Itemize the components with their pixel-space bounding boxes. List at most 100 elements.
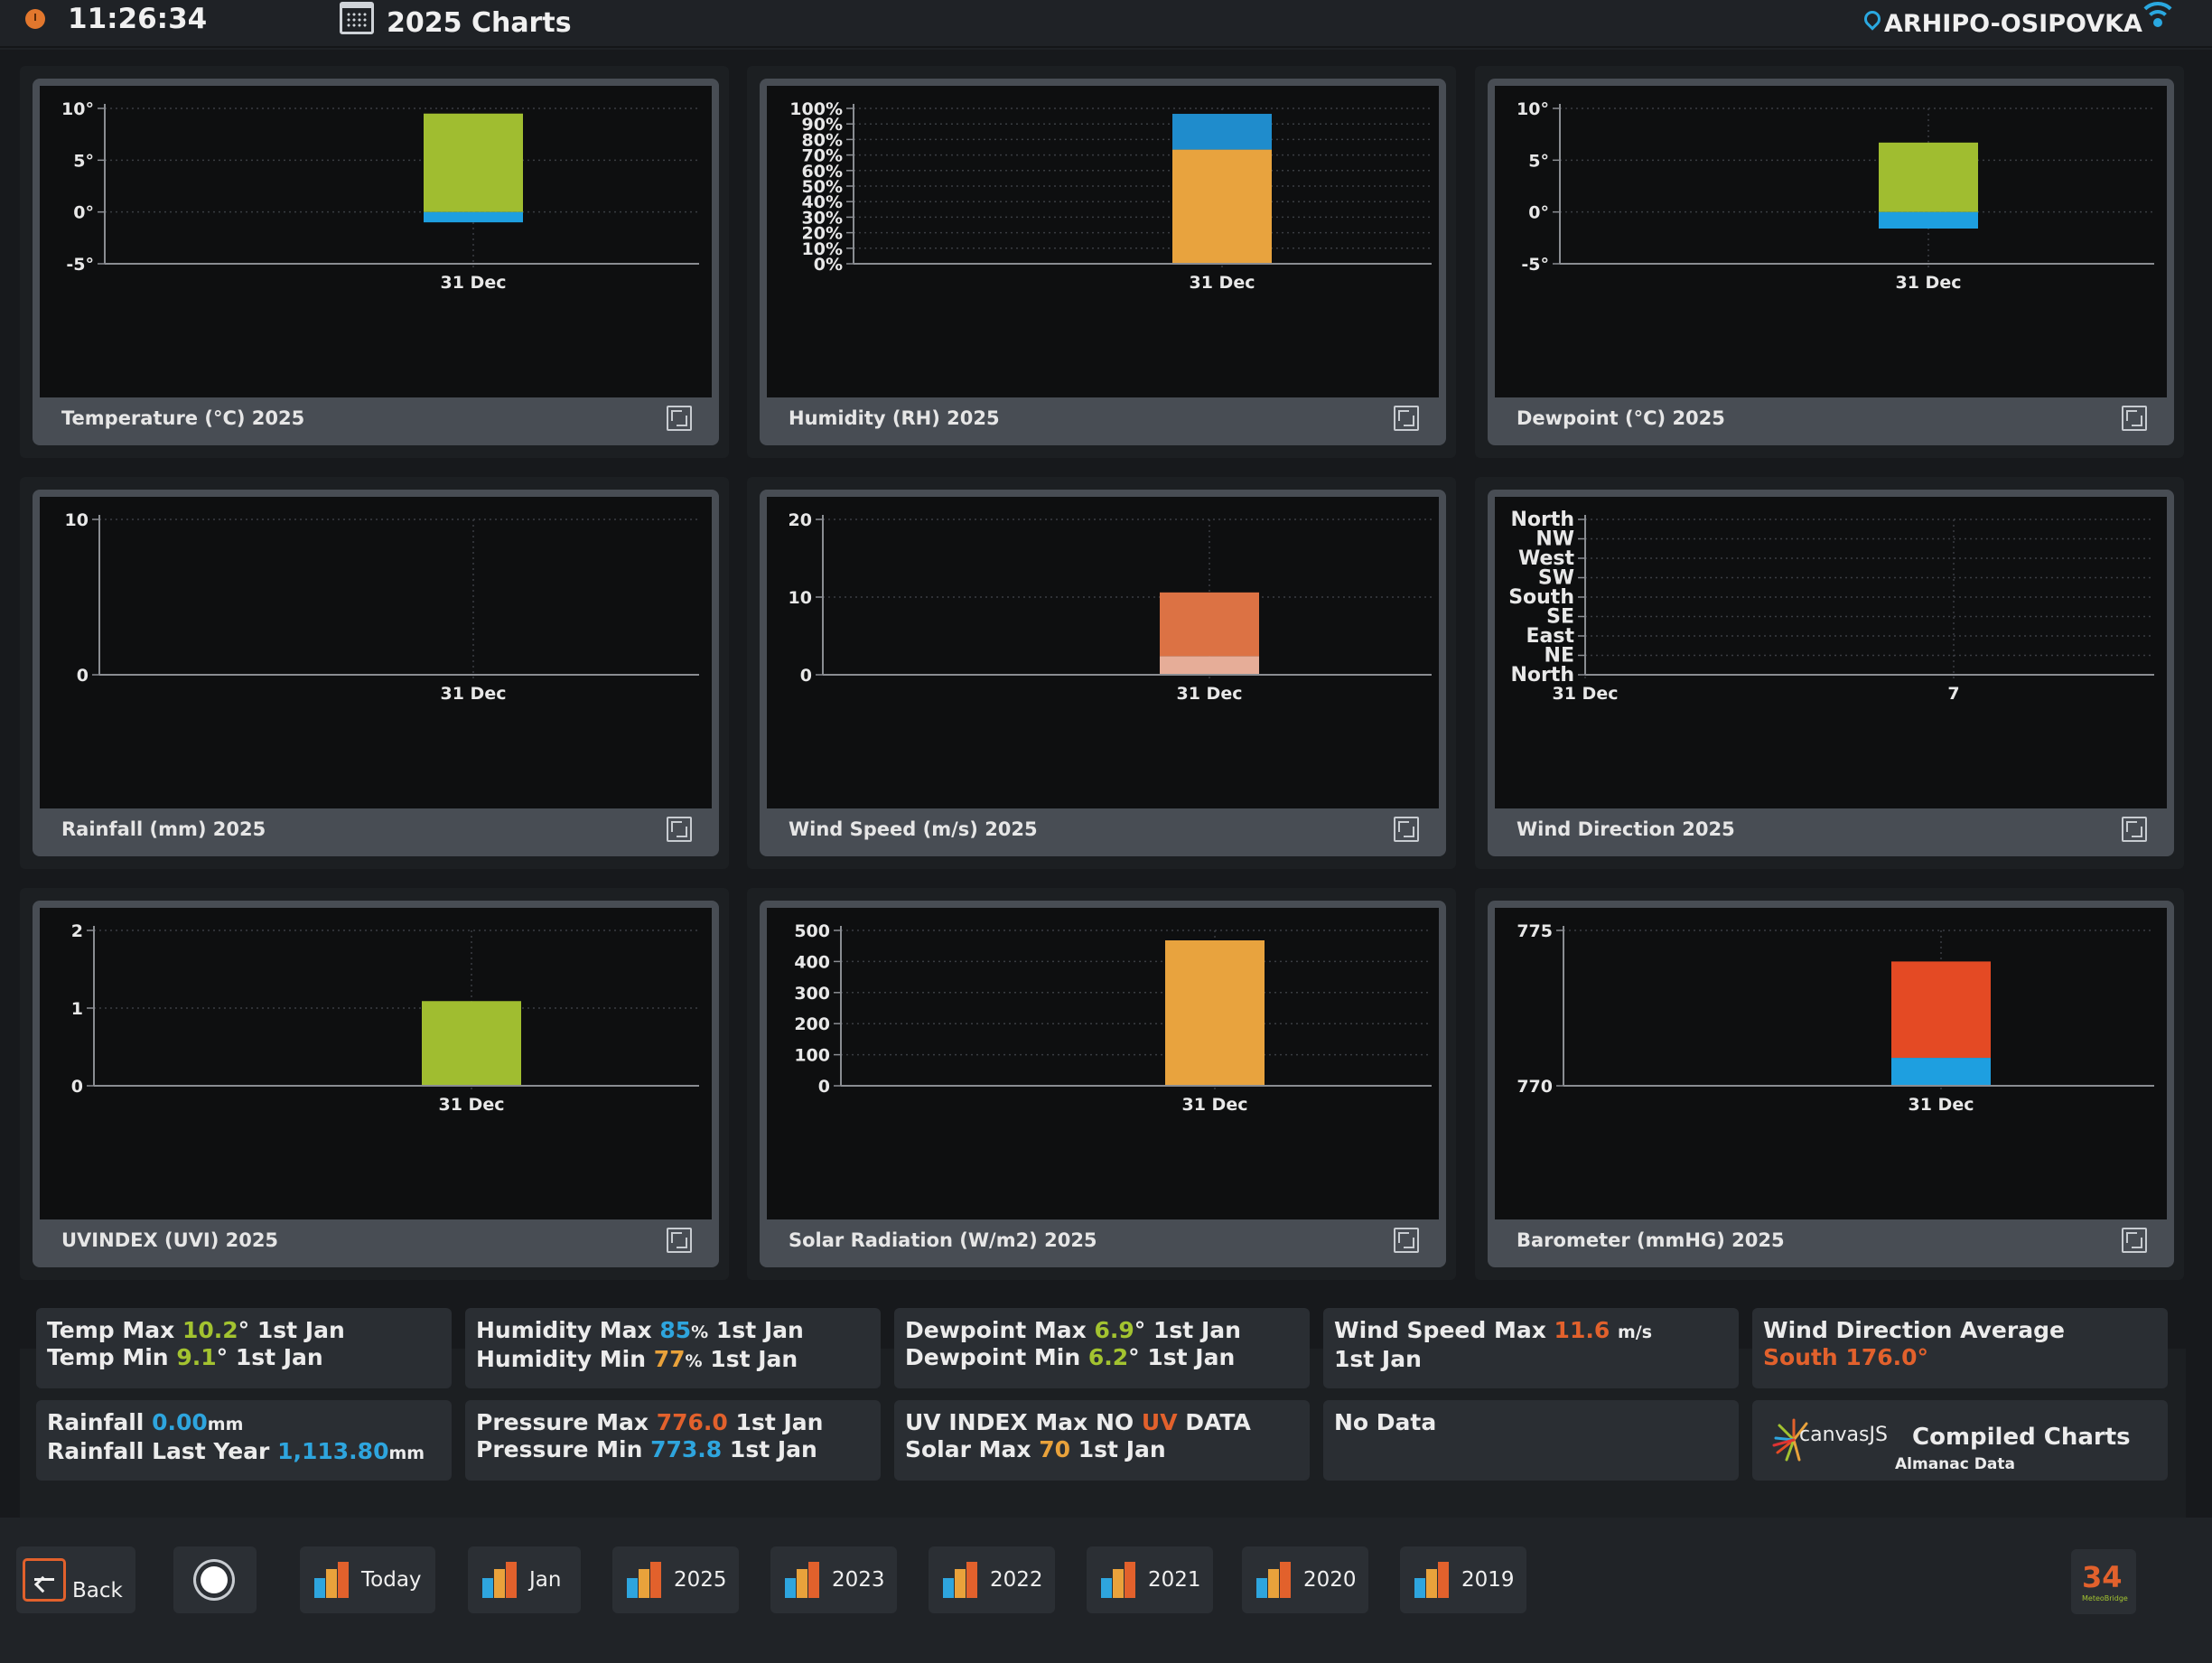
chart-svg-uvindex: 2 1 0 31 Dec	[71, 921, 699, 1115]
chart-plot-rainfall: 10 0 31 Dec	[40, 497, 712, 808]
x-tick-label: 31 Dec	[439, 1095, 505, 1115]
page-title: 2025 Charts	[387, 7, 572, 39]
bar-segment-solar-0	[1165, 940, 1265, 1086]
chart-title: Rainfall (mm) 2025	[61, 818, 266, 840]
chart-card-winddirection: North NW West SW South SE East NE North 31 Dec 7 Wi…	[1475, 477, 2184, 869]
chart-plot-dewpoint: 10° 5° 0° -5° 31 Dec	[1495, 86, 2167, 397]
y-tick-label: 10°	[61, 99, 94, 119]
nav-button-today[interactable]: Today	[300, 1546, 435, 1613]
y-tick-label: SW	[1538, 567, 1574, 590]
badge-number: 34	[2082, 1560, 2123, 1594]
y-tick-label: 500	[794, 921, 830, 941]
nav-button-label: 2022	[990, 1568, 1043, 1592]
expand-icon[interactable]	[667, 406, 692, 431]
y-tick-label: 775	[1517, 921, 1553, 941]
chart-svg-barometer: 775 770 31 Dec	[1517, 921, 2154, 1115]
y-tick-label: 20	[789, 510, 812, 530]
y-tick-label: 5°	[1528, 151, 1549, 171]
expand-icon[interactable]	[2122, 817, 2147, 842]
bar-segment-dewpoint-0	[1879, 211, 1978, 229]
meteobridge-badge[interactable]: 34 MeteoBridge	[2071, 1549, 2136, 1614]
expand-icon[interactable]	[667, 1228, 692, 1253]
x-tick-label: 31 Dec	[1182, 1095, 1248, 1115]
y-tick-label: 0°	[73, 203, 94, 223]
credits-panel[interactable]: canvasJS Compiled Charts Almanac Data	[1752, 1400, 2168, 1481]
compiled-charts-label: Compiled Charts	[1912, 1424, 2131, 1451]
y-tick-label: 70%	[802, 146, 843, 166]
y-tick-label: 90%	[802, 115, 843, 135]
stat-dewpoint: Dewpoint Max 6.9° 1st Jan Dewpoint Min 6…	[894, 1308, 1310, 1388]
bar-segment-dewpoint-1	[1879, 142, 1978, 212]
x-tick-label: 31 Dec	[1190, 273, 1255, 293]
back-button[interactable]: Back	[16, 1546, 135, 1613]
chart-plot-windspeed: 20 10 0 31 Dec	[767, 497, 1439, 808]
bar-segment-humidity-1	[1172, 114, 1272, 150]
x-tick-label: 31 Dec	[1553, 684, 1619, 704]
chart-title: Solar Radiation (W/m2) 2025	[789, 1229, 1097, 1251]
chart-title: Wind Direction 2025	[1517, 818, 1735, 840]
expand-icon[interactable]	[2122, 406, 2147, 431]
stat-rainfall: Rainfall 0.00mm Rainfall Last Year 1,113…	[36, 1400, 452, 1481]
bar-chart-icon	[1414, 1562, 1458, 1598]
chart-card-uvindex: 2 1 0 31 Dec UVINDEX (UVI) 2025	[20, 888, 729, 1280]
expand-icon[interactable]	[1394, 406, 1419, 431]
y-tick-label: 200	[794, 1014, 830, 1034]
chart-card-temperature: 10° 5° 0° -5° 31 Dec Temperature (°C) 2025	[20, 66, 729, 458]
canvasjs-label: canvasJS	[1799, 1424, 1888, 1446]
nav-button-2022[interactable]: 2022	[929, 1546, 1055, 1613]
nav-button-2020[interactable]: 2020	[1242, 1546, 1368, 1613]
theme-toggle-button[interactable]	[173, 1546, 257, 1613]
y-tick-label: 100%	[789, 99, 843, 119]
bar-segment-humidity-0	[1172, 149, 1272, 264]
bar-chart-icon	[785, 1562, 828, 1598]
back-label: Back	[72, 1579, 123, 1602]
bar-segment-barometer-1	[1891, 961, 1991, 1059]
y-tick-label: South	[1508, 586, 1574, 609]
y-tick-label: 2	[71, 921, 83, 941]
stat-wind-direction: Wind Direction Average South 176.0°	[1752, 1308, 2168, 1388]
expand-icon[interactable]	[1394, 1228, 1419, 1253]
y-tick-label: 5°	[73, 151, 94, 171]
x-tick-label: 7	[1947, 684, 1959, 704]
chart-frame-humidity: 100% 90% 80% 70% 60% 50% 40% 30% 20% 10% 0% 31 Dec H…	[760, 79, 1446, 445]
chart-frame-temperature: 10° 5° 0° -5° 31 Dec Temperature (°C) 2025	[33, 79, 719, 445]
nav-button-label: Today	[361, 1568, 422, 1592]
nav-button-2025[interactable]: 2025	[612, 1546, 739, 1613]
location-pin-icon	[1861, 7, 1884, 31]
stat-temperature: Temp Max 10.2° 1st Jan Temp Min 9.1° 1st…	[36, 1308, 452, 1388]
bar-chart-icon	[482, 1562, 526, 1598]
stat-pressure: Pressure Max 776.0 1st Jan Pressure Min …	[465, 1400, 881, 1481]
y-tick-label: -5°	[1521, 255, 1549, 275]
nav-button-2019[interactable]: 2019	[1400, 1546, 1526, 1613]
wifi-icon	[2137, 0, 2179, 29]
expand-icon[interactable]	[1394, 817, 1419, 842]
expand-icon[interactable]	[2122, 1228, 2147, 1253]
chart-plot-barometer: 775 770 31 Dec	[1495, 908, 2167, 1219]
chart-frame-dewpoint: 10° 5° 0° -5° 31 Dec Dewpoint (°C) 2025	[1488, 79, 2174, 445]
chart-title: Humidity (RH) 2025	[789, 407, 1000, 429]
back-arrow-icon	[23, 1558, 66, 1602]
stat-no-data: No Data	[1323, 1400, 1739, 1481]
expand-icon[interactable]	[667, 817, 692, 842]
chart-frame-winddirection: North NW West SW South SE East NE North 31 Dec 7 Wi…	[1488, 490, 2174, 856]
chart-frame-windspeed: 20 10 0 31 Dec Wind Speed (m/s) 2025	[760, 490, 1446, 856]
chart-title: Dewpoint (°C) 2025	[1517, 407, 1725, 429]
y-tick-label: 0	[818, 1077, 830, 1097]
stat-wind-speed: Wind Speed Max 11.6 m/s 1st Jan	[1323, 1308, 1739, 1388]
y-tick-label: 0	[77, 666, 89, 686]
y-tick-label: North	[1510, 509, 1574, 531]
bar-segment-windspeed-0	[1160, 656, 1259, 675]
nav-button-jan[interactable]: Jan	[468, 1546, 581, 1613]
nav-button-2023[interactable]: 2023	[770, 1546, 897, 1613]
nav-button-label: 2025	[674, 1568, 727, 1592]
chart-card-barometer: 775 770 31 Dec Barometer (mmHG) 2025	[1475, 888, 2184, 1280]
nav-button-2021[interactable]: 2021	[1087, 1546, 1213, 1613]
main-panel: 10° 5° 0° -5° 31 Dec Temperature (°C) 2025 100…	[0, 50, 2212, 1547]
bar-chart-icon	[627, 1562, 670, 1598]
bar-segment-windspeed-1	[1160, 592, 1259, 657]
y-tick-label: North	[1510, 664, 1574, 687]
y-tick-label: 0	[71, 1077, 83, 1097]
chart-frame-uvindex: 2 1 0 31 Dec UVINDEX (UVI) 2025	[33, 901, 719, 1267]
canvasjs-logo-icon	[1772, 1418, 1808, 1462]
